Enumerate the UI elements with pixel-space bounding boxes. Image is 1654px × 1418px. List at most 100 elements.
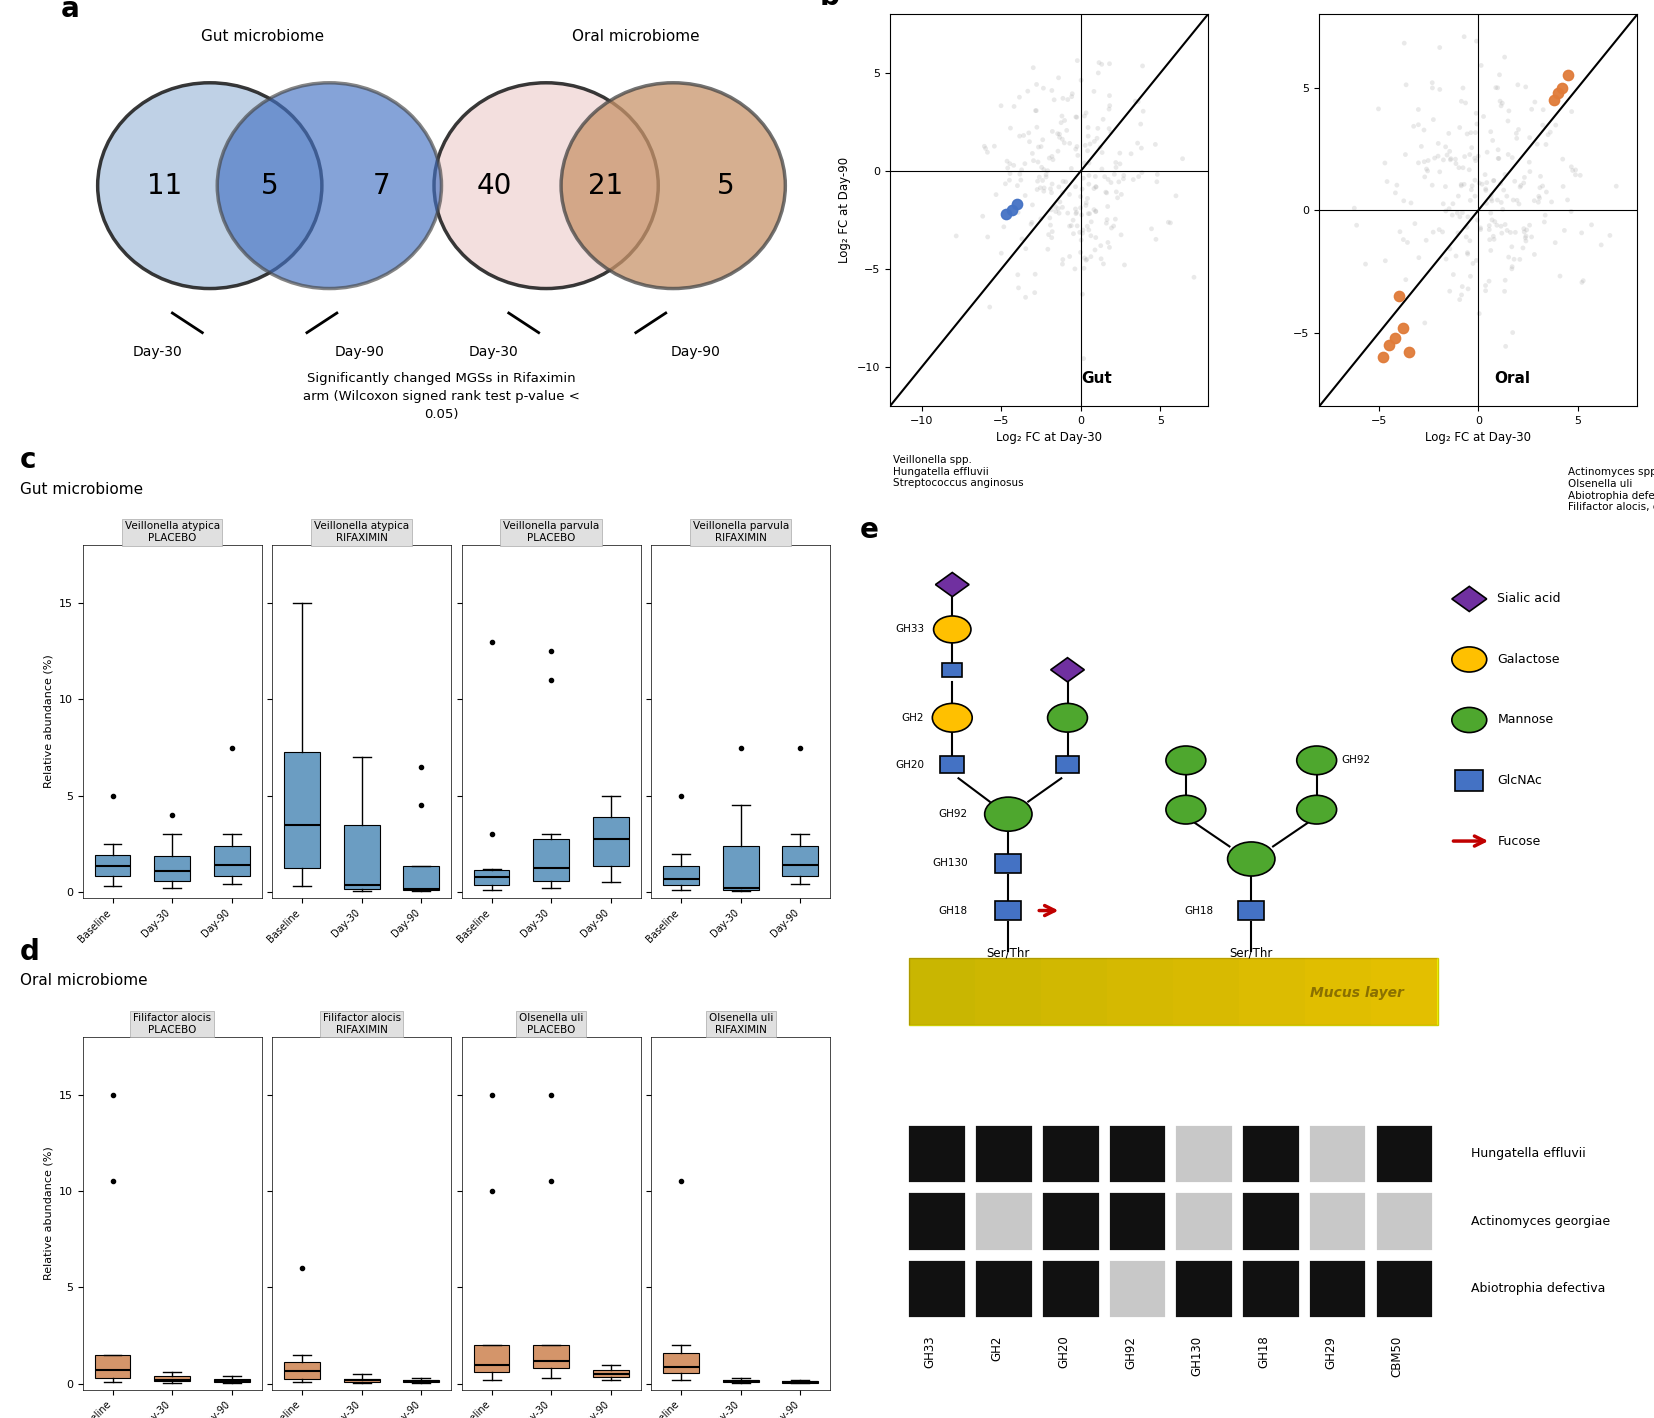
Point: [1085, 51, 1111, 74]
Point: [1456, 278, 1482, 301]
Text: Abiotrophia defectiva: Abiotrophia defectiva: [1470, 1282, 1604, 1295]
Text: Day-90: Day-90: [334, 345, 384, 359]
Point: [1009, 227, 1035, 250]
PathPatch shape: [533, 839, 569, 881]
Point: [1454, 122, 1480, 145]
Point: [1163, 184, 1189, 207]
Point: [1518, 98, 1545, 121]
Text: Mucus layer: Mucus layer: [1310, 987, 1404, 1001]
Point: [1047, 126, 1073, 149]
Point: [1068, 69, 1095, 92]
Point: [1006, 86, 1032, 109]
Point: [1480, 170, 1507, 193]
Point: [1097, 52, 1123, 75]
Point: [1067, 197, 1093, 220]
Point: [1449, 77, 1475, 99]
Point: [997, 152, 1024, 174]
Text: CBM50: CBM50: [1391, 1336, 1404, 1377]
Text: GH33: GH33: [895, 624, 925, 634]
Point: [1125, 132, 1151, 155]
Point: [1477, 228, 1503, 251]
Text: GH18: GH18: [939, 906, 968, 916]
Text: Ser/Thr: Ser/Thr: [1229, 947, 1274, 960]
Point: [1012, 184, 1039, 207]
PathPatch shape: [663, 1353, 700, 1373]
PathPatch shape: [154, 856, 190, 881]
Point: [1059, 82, 1085, 105]
Point: [1525, 191, 1551, 214]
Point: [1231, 235, 1257, 258]
Point: [1419, 71, 1446, 94]
Text: GH2: GH2: [991, 1336, 1004, 1361]
Point: [1085, 118, 1111, 140]
Text: GH92: GH92: [939, 810, 968, 820]
Point: [1037, 177, 1064, 200]
Text: GH92: GH92: [1125, 1336, 1136, 1368]
Point: [1097, 118, 1123, 140]
Polygon shape: [936, 573, 969, 597]
PathPatch shape: [284, 1363, 319, 1378]
Point: [1477, 121, 1503, 143]
Point: [1083, 126, 1110, 149]
Text: GH92: GH92: [1341, 756, 1371, 766]
Point: [1389, 316, 1416, 339]
Point: [1489, 191, 1515, 214]
Text: Oral: Oral: [1494, 370, 1530, 386]
Point: [1105, 186, 1131, 208]
PathPatch shape: [94, 1356, 131, 1378]
Point: [1032, 166, 1059, 189]
Point: [1530, 174, 1556, 197]
Point: [1475, 214, 1502, 237]
Point: [1449, 284, 1475, 306]
Point: [1487, 172, 1513, 194]
PathPatch shape: [213, 1380, 250, 1383]
Polygon shape: [1050, 658, 1085, 682]
Point: [1434, 143, 1460, 166]
Point: [1004, 174, 1030, 197]
Point: [1568, 221, 1594, 244]
PathPatch shape: [663, 865, 700, 885]
Text: 5: 5: [716, 172, 734, 200]
Bar: [974, 1191, 1032, 1251]
Point: [1057, 214, 1083, 237]
Point: [1457, 143, 1484, 166]
PathPatch shape: [344, 825, 379, 889]
Point: [1039, 121, 1065, 143]
Point: [1001, 155, 1027, 177]
Point: [1019, 142, 1045, 164]
Point: [1145, 163, 1171, 186]
Point: [1489, 92, 1515, 115]
Point: [1437, 238, 1464, 261]
Point: [1555, 189, 1581, 211]
Point: [1513, 230, 1540, 252]
Point: [1050, 170, 1077, 193]
Point: [1130, 55, 1156, 78]
Point: [1558, 156, 1585, 179]
Point: [1482, 77, 1508, 99]
Bar: [996, 854, 1022, 873]
Point: [1414, 149, 1441, 172]
Point: [1370, 346, 1396, 369]
Point: [996, 169, 1022, 191]
Point: [1098, 217, 1125, 240]
Point: [1532, 211, 1558, 234]
Point: [971, 135, 997, 157]
Point: [1533, 180, 1560, 203]
Point: [1059, 85, 1085, 108]
Point: [1077, 203, 1103, 225]
Point: [1479, 190, 1505, 213]
Point: [1411, 150, 1437, 173]
Ellipse shape: [98, 82, 323, 288]
Point: [1426, 37, 1452, 60]
Point: [1006, 125, 1032, 147]
Point: [1489, 95, 1515, 118]
Point: [1394, 231, 1421, 254]
Point: [1064, 50, 1090, 72]
Title: Veillonella atypica
RIFAXIMIN: Veillonella atypica RIFAXIMIN: [314, 522, 409, 543]
Point: [1090, 252, 1116, 275]
Point: [1462, 102, 1489, 125]
Point: [1408, 135, 1434, 157]
Text: GH130: GH130: [1191, 1336, 1204, 1375]
Point: [1093, 211, 1120, 234]
Title: Filifactor alocis
RIFAXIMIN: Filifactor alocis RIFAXIMIN: [323, 1012, 400, 1035]
